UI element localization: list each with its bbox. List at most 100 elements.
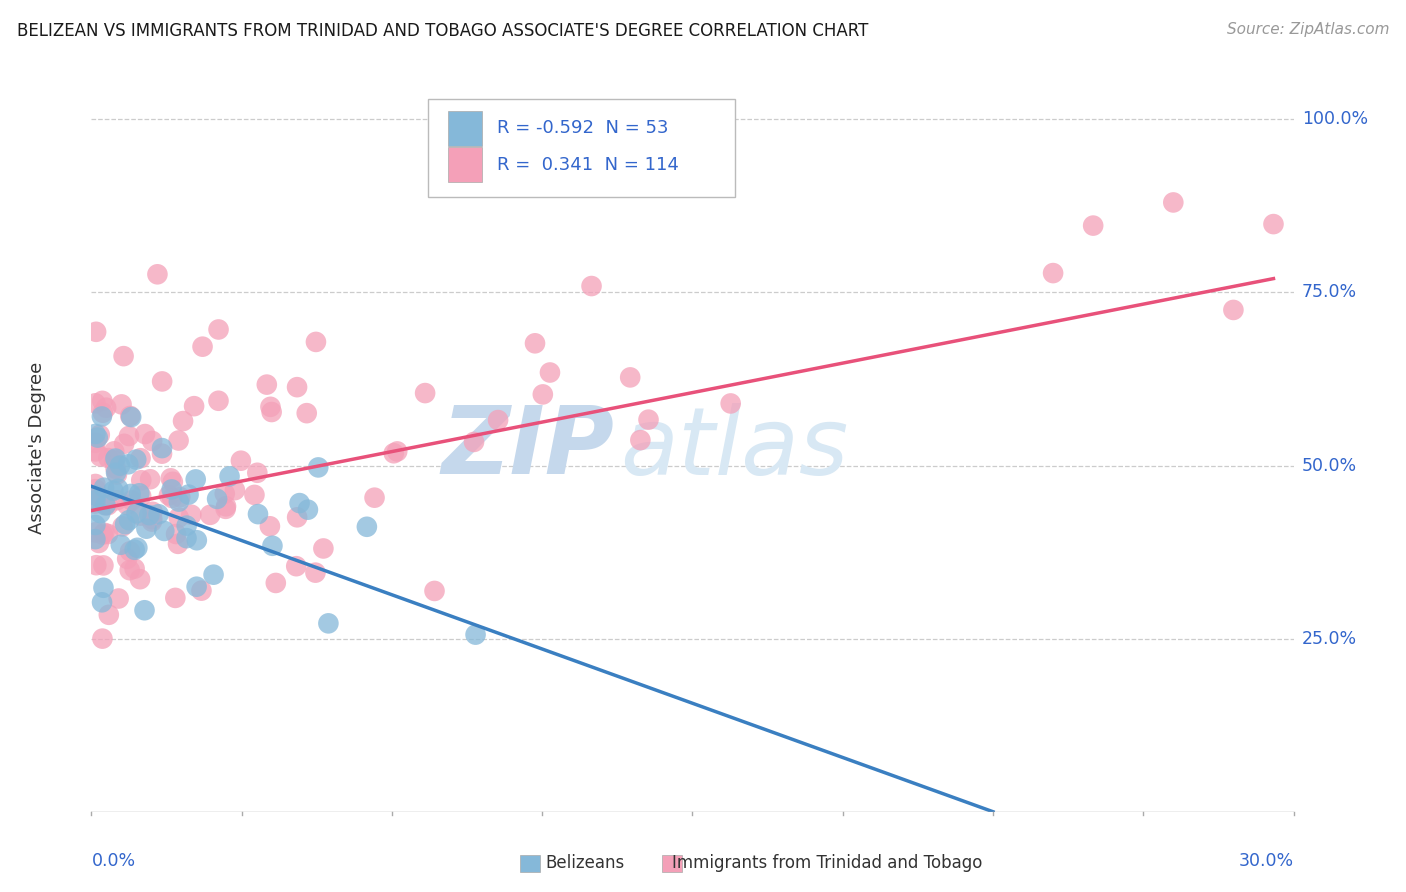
Point: [129, 489, 152, 503]
Point: [89, 506, 111, 520]
Point: [150, 441, 173, 455]
Text: R = -0.592  N = 53: R = -0.592 N = 53: [496, 120, 668, 137]
Point: [464, 627, 486, 641]
Point: [581, 279, 603, 293]
Point: [141, 515, 163, 529]
Text: Associate's Degree: Associate's Degree: [28, 362, 46, 534]
Point: [413, 386, 436, 401]
Point: [87, 431, 110, 445]
Point: [167, 434, 190, 448]
Point: [186, 580, 208, 594]
Point: [89, 428, 111, 442]
Point: [259, 400, 281, 414]
Point: [304, 566, 326, 580]
Point: [167, 494, 190, 508]
Text: 75.0%: 75.0%: [1302, 284, 1357, 301]
Point: [1263, 217, 1285, 231]
Point: [84, 488, 107, 502]
Point: [285, 559, 308, 574]
Point: [118, 513, 141, 527]
Point: [262, 539, 284, 553]
Point: [93, 481, 115, 495]
Point: [129, 451, 152, 466]
Point: [107, 591, 129, 606]
Point: [218, 469, 240, 483]
Point: [177, 487, 200, 501]
FancyBboxPatch shape: [449, 111, 482, 145]
Point: [118, 429, 141, 443]
Point: [183, 399, 205, 413]
Point: [124, 561, 146, 575]
Point: [129, 572, 152, 586]
Point: [224, 483, 246, 497]
Point: [97, 607, 120, 622]
Point: [90, 409, 112, 424]
Point: [180, 508, 202, 522]
Point: [84, 497, 107, 511]
FancyBboxPatch shape: [427, 99, 734, 197]
Point: [285, 380, 308, 394]
Point: [288, 496, 311, 510]
Text: ZIP: ZIP: [441, 402, 614, 494]
Point: [84, 493, 107, 508]
Point: [91, 527, 114, 541]
Point: [162, 475, 184, 489]
Text: Source: ZipAtlas.com: Source: ZipAtlas.com: [1226, 22, 1389, 37]
Point: [91, 393, 114, 408]
Point: [84, 325, 107, 339]
Point: [110, 397, 132, 411]
Point: [84, 444, 107, 458]
Text: 25.0%: 25.0%: [1302, 630, 1357, 648]
Point: [318, 616, 340, 631]
Point: [285, 510, 308, 524]
Point: [387, 444, 409, 458]
Point: [94, 498, 117, 512]
Point: [118, 544, 141, 558]
Point: [1163, 195, 1185, 210]
Point: [307, 460, 329, 475]
Point: [105, 467, 128, 482]
FancyBboxPatch shape: [449, 147, 482, 182]
Point: [297, 502, 319, 516]
Point: [125, 452, 148, 467]
Text: 50.0%: 50.0%: [1302, 457, 1357, 475]
Point: [215, 500, 238, 514]
Point: [176, 518, 198, 533]
Point: [84, 482, 107, 496]
Point: [264, 576, 287, 591]
Point: [120, 487, 142, 501]
Point: [84, 558, 107, 573]
Point: [84, 518, 107, 533]
Point: [198, 508, 221, 522]
Point: [97, 451, 120, 466]
Point: [135, 522, 157, 536]
Point: [134, 427, 156, 442]
Point: [148, 508, 170, 522]
Point: [356, 520, 378, 534]
Point: [141, 512, 163, 526]
Point: [1222, 302, 1244, 317]
Point: [105, 493, 128, 508]
Point: [190, 583, 212, 598]
Point: [129, 473, 152, 487]
Text: Belizeans: Belizeans: [546, 855, 624, 872]
Point: [167, 510, 190, 524]
Point: [214, 486, 236, 500]
Text: 30.0%: 30.0%: [1239, 852, 1294, 870]
Point: [176, 531, 198, 545]
Point: [486, 413, 509, 427]
Point: [141, 434, 163, 448]
Point: [259, 519, 281, 533]
Text: BELIZEAN VS IMMIGRANTS FROM TRINIDAD AND TOBAGO ASSOCIATE'S DEGREE CORRELATION C: BELIZEAN VS IMMIGRANTS FROM TRINIDAD AND…: [17, 22, 869, 40]
Point: [165, 527, 187, 541]
Point: [207, 322, 229, 336]
Point: [91, 632, 114, 646]
Point: [191, 340, 214, 354]
Point: [117, 457, 139, 471]
Point: [120, 410, 142, 425]
Point: [114, 517, 136, 532]
Point: [111, 519, 134, 533]
Point: [207, 393, 229, 408]
Point: [531, 387, 554, 401]
Point: [619, 370, 641, 384]
